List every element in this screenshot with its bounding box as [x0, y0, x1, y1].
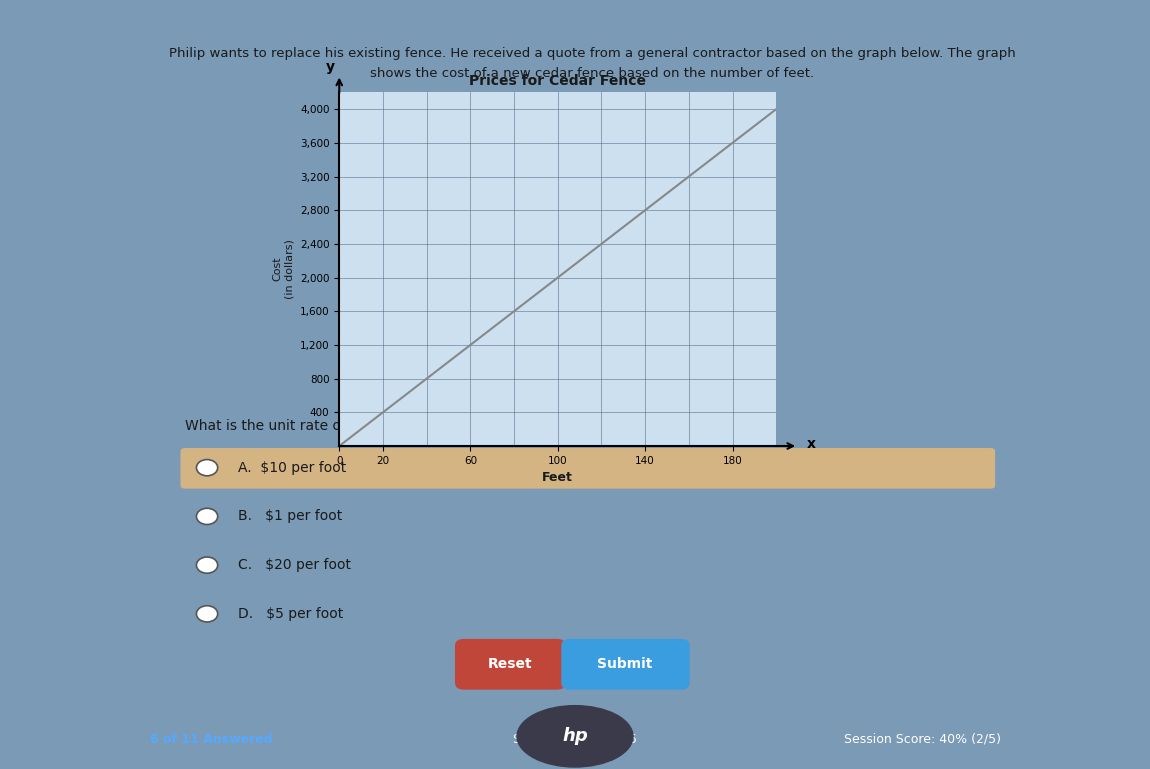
Text: Session Timer: 0:26: Session Timer: 0:26	[513, 733, 637, 745]
FancyBboxPatch shape	[561, 639, 690, 690]
Text: Session Score: 40% (2/5): Session Score: 40% (2/5)	[843, 733, 1000, 745]
Text: A.  $10 per foot: A. $10 per foot	[238, 461, 346, 474]
Text: y: y	[325, 60, 335, 74]
Text: x: x	[807, 438, 815, 451]
Circle shape	[197, 460, 217, 476]
Title: Prices for Cedar Fence: Prices for Cedar Fence	[469, 75, 646, 88]
Text: What is the unit rate of the graph?: What is the unit rate of the graph?	[185, 419, 426, 433]
Text: D.   $5 per foot: D. $5 per foot	[238, 607, 344, 621]
Text: C.   $20 per foot: C. $20 per foot	[238, 558, 351, 572]
X-axis label: Feet: Feet	[543, 471, 573, 484]
Circle shape	[197, 557, 217, 573]
Y-axis label: Cost
(in dollars): Cost (in dollars)	[273, 239, 294, 299]
Text: 6 of 11 Answered: 6 of 11 Answered	[150, 733, 273, 745]
FancyBboxPatch shape	[181, 448, 995, 488]
Text: Submit: Submit	[597, 657, 653, 671]
Circle shape	[197, 606, 217, 622]
Text: B.   $1 per foot: B. $1 per foot	[238, 509, 343, 524]
Circle shape	[197, 508, 217, 524]
Text: shows the cost of a new cedar fence based on the number of feet.: shows the cost of a new cedar fence base…	[370, 67, 814, 80]
Text: hp: hp	[562, 727, 588, 745]
Text: Philip wants to replace his existing fence. He received a quote from a general c: Philip wants to replace his existing fen…	[169, 47, 1015, 60]
FancyBboxPatch shape	[455, 639, 566, 690]
Circle shape	[518, 706, 632, 767]
Text: Reset: Reset	[488, 657, 532, 671]
